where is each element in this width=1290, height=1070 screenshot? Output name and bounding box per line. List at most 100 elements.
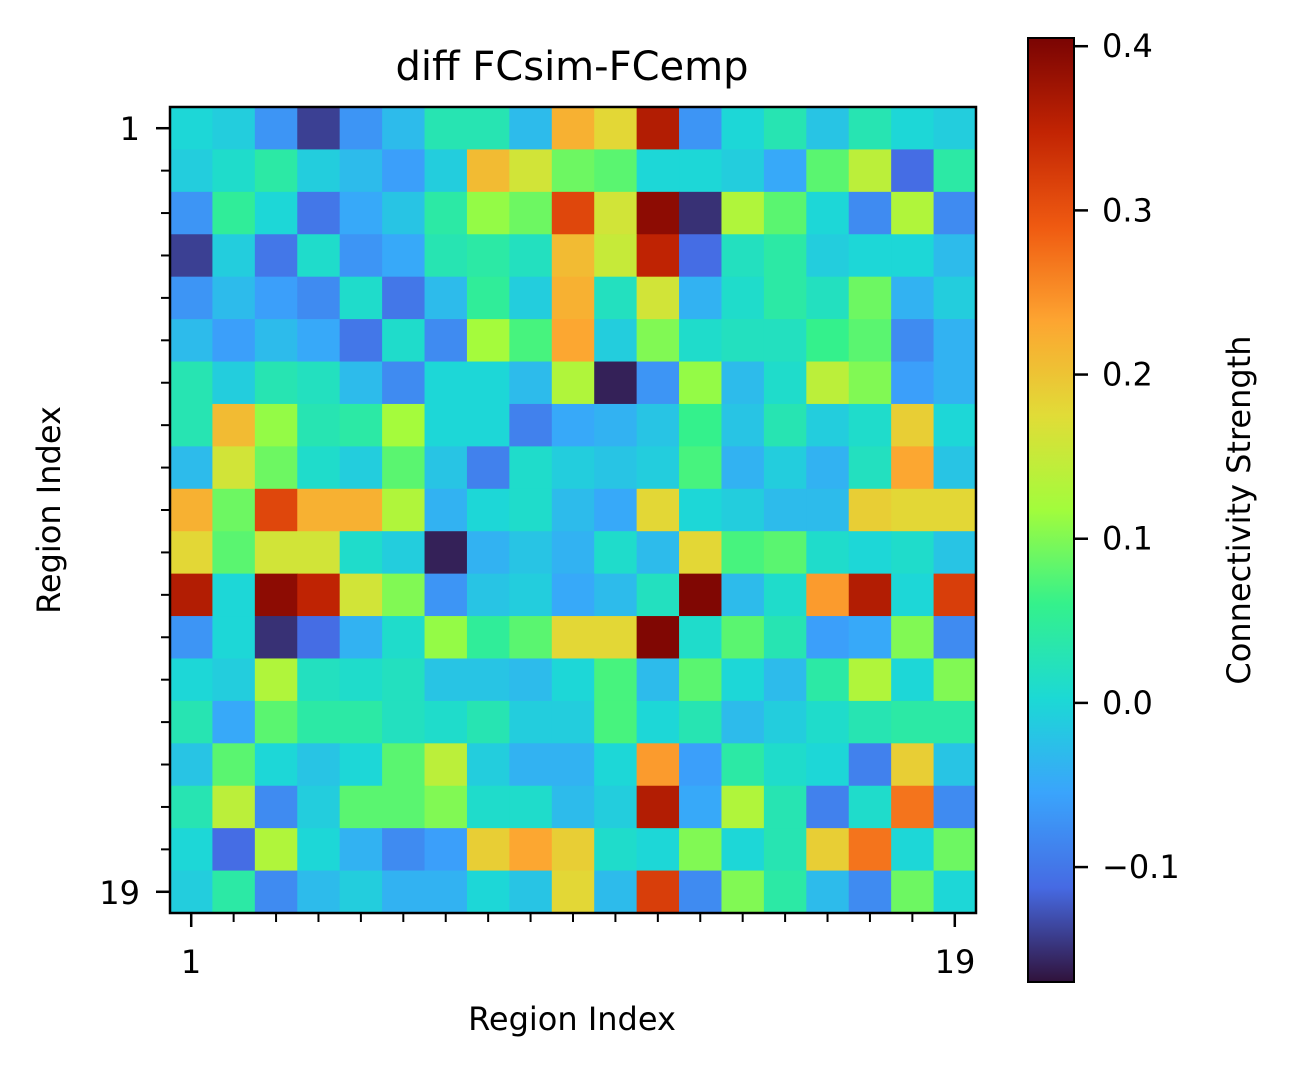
heatmap-cell (212, 700, 256, 744)
heatmap-cell (339, 149, 383, 193)
heatmap-cell (254, 488, 298, 532)
heatmap-cell (636, 700, 680, 744)
heatmap-cell (679, 403, 723, 447)
heatmap-cell (339, 658, 383, 702)
heatmap-cell (551, 828, 595, 872)
heatmap-cell (806, 234, 850, 278)
heatmap-cell (466, 403, 510, 447)
heatmap-cell (636, 361, 680, 405)
heatmap-cell (170, 700, 214, 744)
heatmap-cell (466, 573, 510, 617)
heatmap-cell (594, 531, 638, 575)
y-axis-ticks (156, 126, 170, 894)
heatmap-cell (382, 361, 426, 405)
heatmap-cell (466, 319, 510, 363)
heatmap-cell (424, 616, 468, 660)
heatmap-cell (806, 700, 850, 744)
heatmap-cell (933, 488, 977, 532)
heatmap-cell (212, 531, 256, 575)
colorbar (1027, 37, 1075, 983)
heatmap-cell (551, 319, 595, 363)
heatmap-cell (721, 446, 765, 490)
heatmap-cell (339, 870, 383, 914)
heatmap-cell (170, 403, 214, 447)
heatmap-cell (297, 149, 341, 193)
heatmap-cell (509, 828, 553, 872)
colorbar-label: Connectivity Strength (1220, 335, 1258, 684)
heatmap-cell (891, 191, 935, 235)
heatmap-cell (636, 234, 680, 278)
heatmap-cell (594, 234, 638, 278)
heatmap-cell (721, 361, 765, 405)
colorbar-tick-label: −0.1 (1102, 848, 1180, 886)
heatmap-cell (212, 191, 256, 235)
heatmap-cell (594, 616, 638, 660)
heatmap-cell (551, 700, 595, 744)
heatmap-cell (848, 488, 892, 532)
heatmap-cell (721, 743, 765, 787)
heatmap-cell (509, 191, 553, 235)
heatmap-cell (339, 700, 383, 744)
heatmap-cell (212, 361, 256, 405)
heatmap-cell (212, 107, 256, 151)
heatmap-cell (297, 785, 341, 829)
heatmap-cell (763, 446, 807, 490)
heatmap-cell (212, 785, 256, 829)
heatmap-cell (297, 743, 341, 787)
heatmap-cell (551, 107, 595, 151)
heatmap-cell (254, 319, 298, 363)
heatmap-cell (933, 234, 977, 278)
heatmap-cell (466, 191, 510, 235)
heatmap-cell (848, 234, 892, 278)
heatmap-cell (339, 488, 383, 532)
heatmap-cell (254, 446, 298, 490)
heatmap-cell (636, 488, 680, 532)
heatmap-cell (721, 488, 765, 532)
heatmap-cell (170, 785, 214, 829)
heatmap-cell (212, 658, 256, 702)
heatmap-cell (212, 870, 256, 914)
heatmap-cell (636, 276, 680, 320)
heatmap-cell (509, 403, 553, 447)
heatmap-cell (382, 276, 426, 320)
heatmap-cell (254, 573, 298, 617)
heatmap-cell (594, 191, 638, 235)
heatmap-cell (339, 828, 383, 872)
colorbar-tick-label: 0.1 (1102, 520, 1153, 558)
heatmap-cell (339, 531, 383, 575)
heatmap-cell (509, 319, 553, 363)
heatmap-cell (339, 191, 383, 235)
heatmap-cell (466, 234, 510, 278)
heatmap-cell (933, 531, 977, 575)
heatmap-cell (763, 743, 807, 787)
heatmap-cell (594, 573, 638, 617)
heatmap-cell (721, 403, 765, 447)
heatmap-cell (212, 573, 256, 617)
heatmap-cell (170, 743, 214, 787)
heatmap-cell (339, 403, 383, 447)
heatmap-cell (170, 616, 214, 660)
heatmap-cell (933, 828, 977, 872)
heatmap-cell (551, 446, 595, 490)
heatmap-cell (806, 276, 850, 320)
heatmap-cell (297, 828, 341, 872)
heatmap-cell (636, 149, 680, 193)
heatmap-cell (254, 658, 298, 702)
heatmap-cell (763, 107, 807, 151)
heatmap-cell (509, 870, 553, 914)
heatmap-cell (848, 107, 892, 151)
heatmap-cell (891, 319, 935, 363)
heatmap-cell (763, 191, 807, 235)
heatmap-cell (297, 107, 341, 151)
heatmap-cell (721, 319, 765, 363)
heatmap-cell (466, 870, 510, 914)
heatmap-cell (466, 361, 510, 405)
heatmap-cell (636, 658, 680, 702)
heatmap-cell (848, 191, 892, 235)
heatmap-cell (170, 573, 214, 617)
heatmap-cell (424, 319, 468, 363)
heatmap-cell (254, 616, 298, 660)
heatmap-cell (636, 573, 680, 617)
heatmap-cell (891, 616, 935, 660)
heatmap-cell (424, 531, 468, 575)
